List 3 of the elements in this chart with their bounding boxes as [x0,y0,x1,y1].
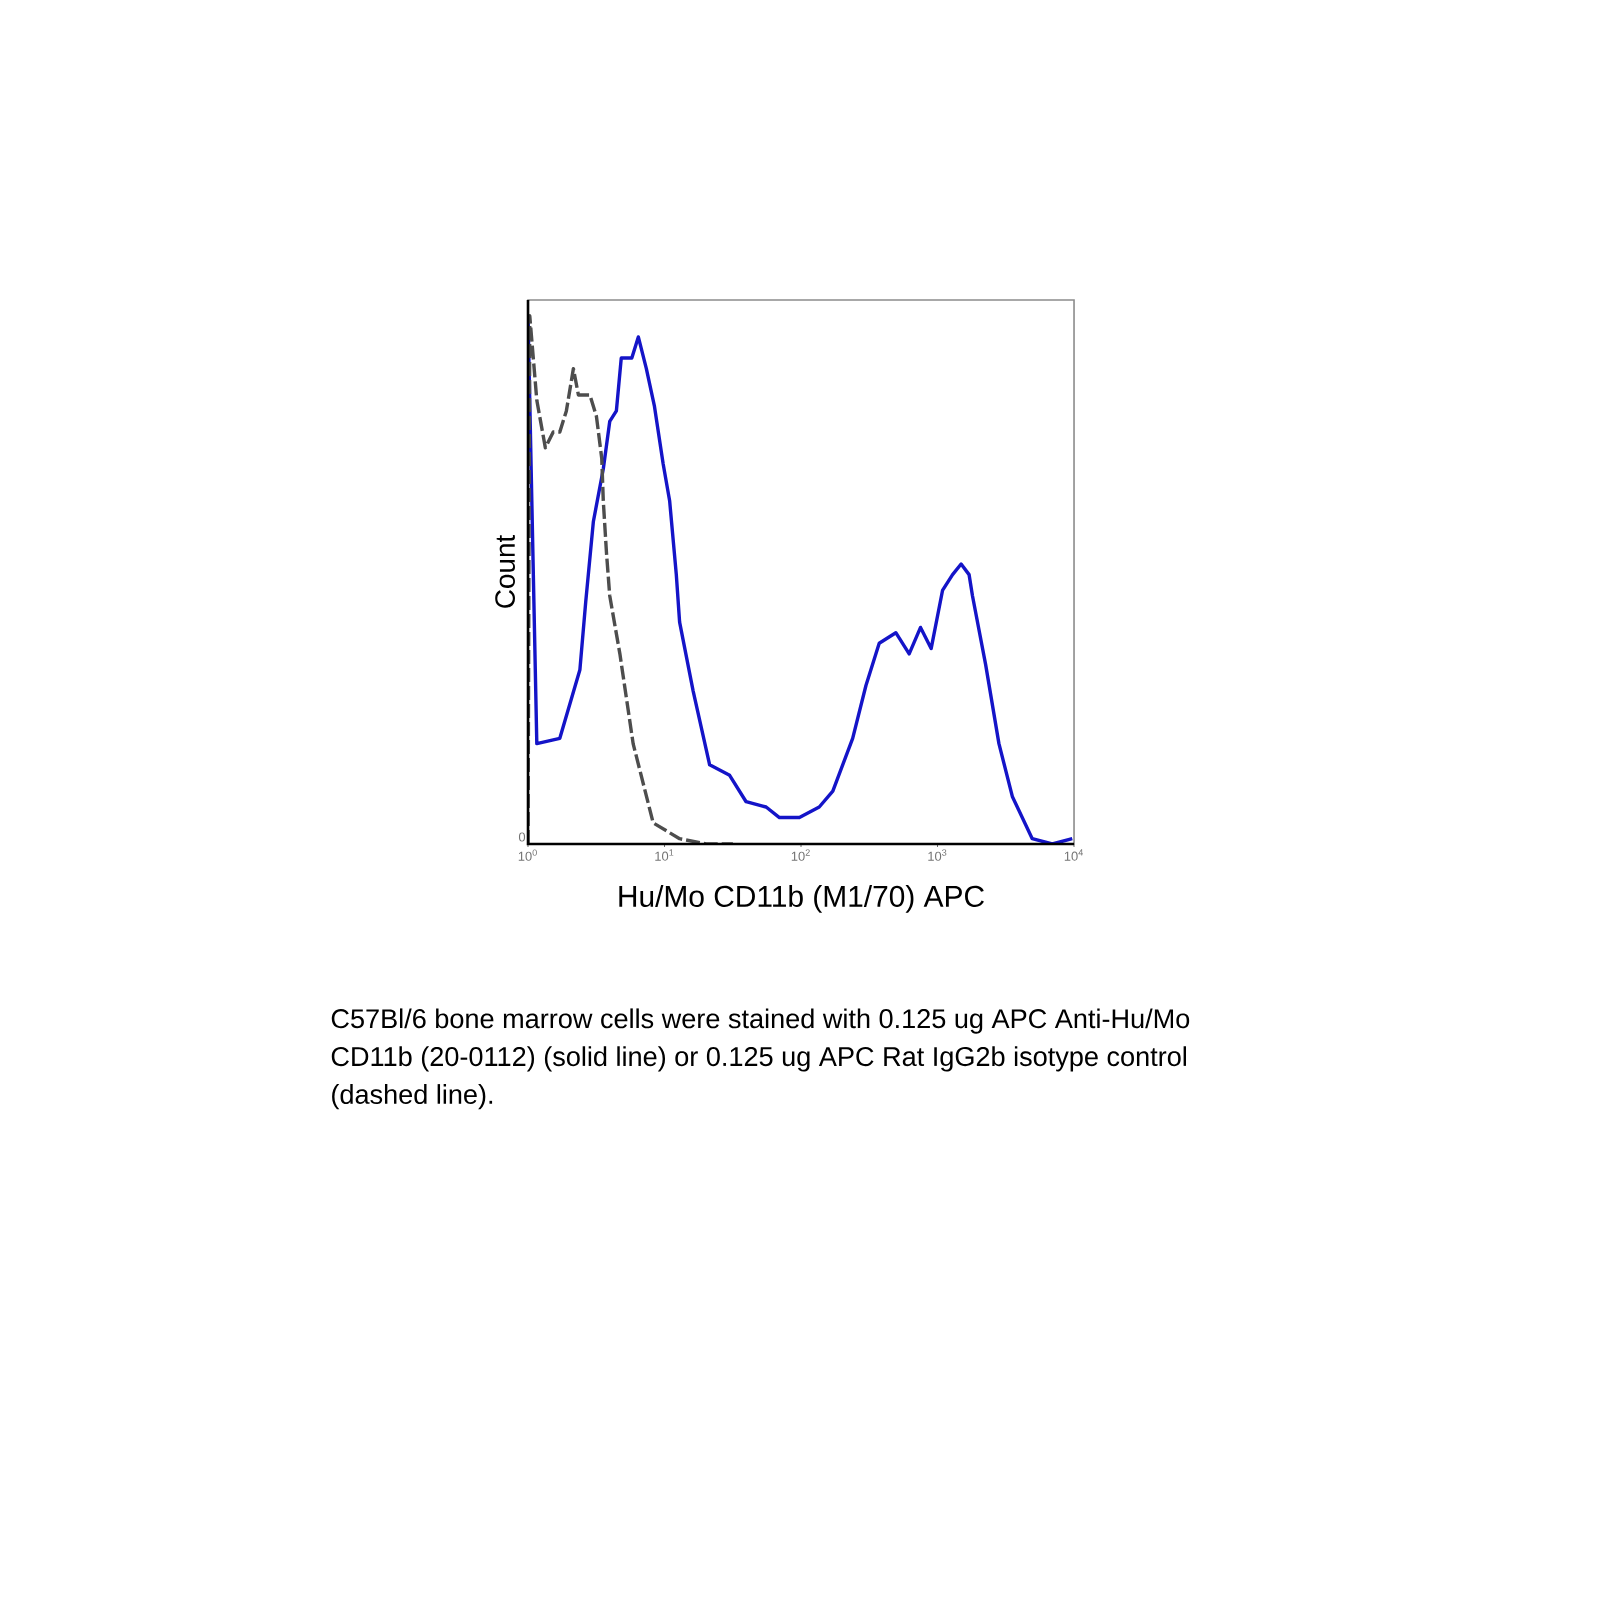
text: C57Bl/6 bone marrow cells were stained with 0.125 ug APC Anti-Hu/Mo CD11b (20-0112) (solid line) or 0.125 ug APC Rat IgG2b isotype control (dashed line). [331,1008,1190,1110]
y-axis-title: Count [495,534,515,608]
x-axis-title: Hu/Mo CD11b (M1/70) APC [619,885,984,913]
